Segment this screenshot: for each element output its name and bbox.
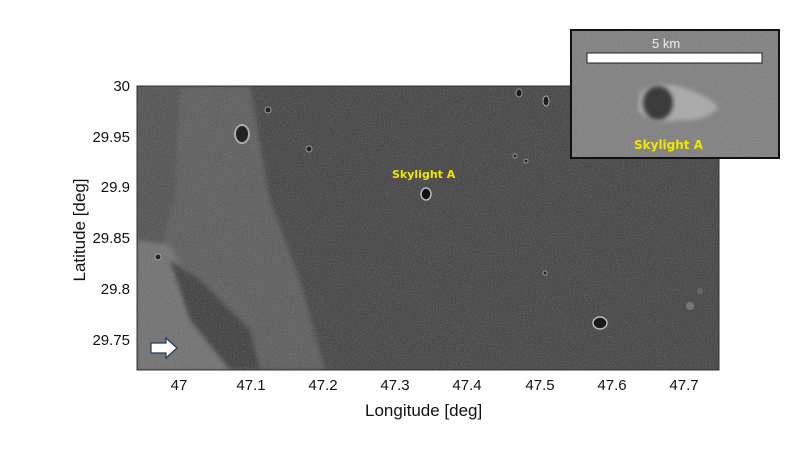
inset-label: Skylight A xyxy=(634,138,704,152)
x-axis-label: Longitude [deg] xyxy=(365,401,483,420)
x-tick: 47.1 xyxy=(236,377,266,394)
x-tick: 47.4 xyxy=(452,377,482,394)
y-tick: 29.85 xyxy=(92,230,130,247)
inset-image xyxy=(570,29,780,159)
x-tick: 47.6 xyxy=(597,377,627,394)
scale-bar xyxy=(586,52,763,64)
y-tick: 29.75 xyxy=(92,332,130,349)
y-tick: 30 xyxy=(113,78,130,95)
y-tick: 29.9 xyxy=(100,179,130,196)
x-tick: 47.3 xyxy=(380,377,410,394)
y-tick: 29.95 xyxy=(92,129,130,146)
x-tick: 47.5 xyxy=(525,377,555,394)
craters xyxy=(154,88,703,330)
y-axis-label: Latitude [deg] xyxy=(70,178,89,282)
x-tick: 47.2 xyxy=(308,377,338,394)
y-tick: 29.8 xyxy=(100,281,130,298)
right-arrow-icon xyxy=(150,336,178,360)
skylight-a-label: Skylight A xyxy=(392,168,456,181)
inset-scale-label: 5 km xyxy=(652,36,681,51)
x-tick: 47 xyxy=(170,377,188,394)
x-tick: 47.7 xyxy=(669,377,699,394)
